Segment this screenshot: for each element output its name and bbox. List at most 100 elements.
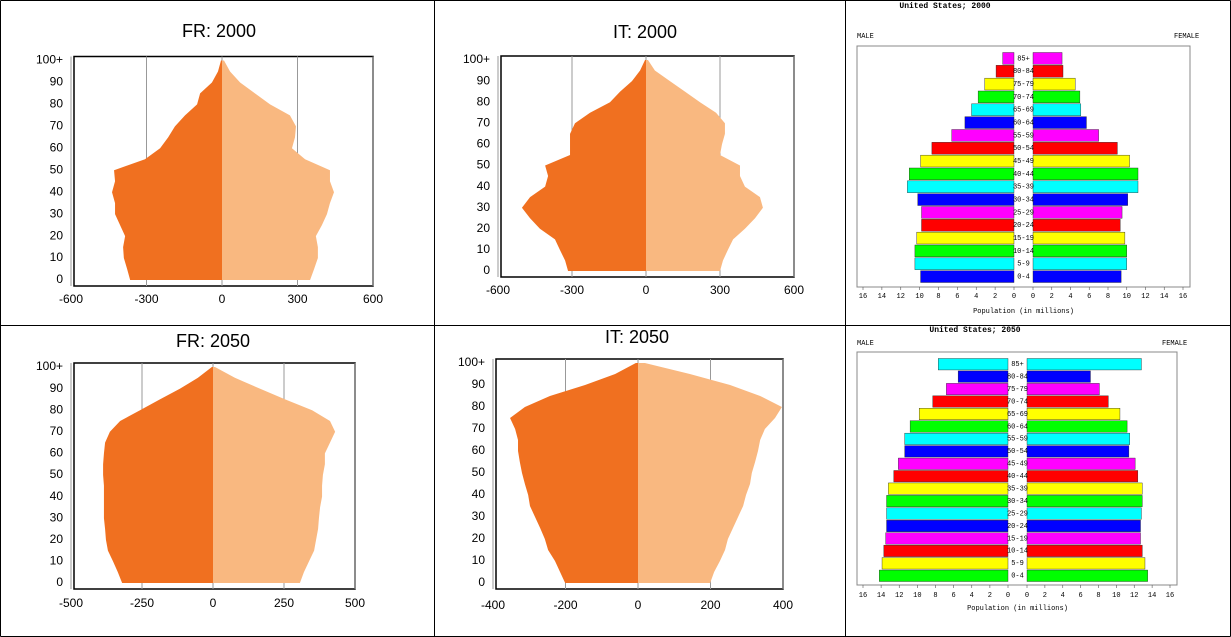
y-tick-label: 40	[472, 487, 486, 501]
bar-male	[938, 358, 1009, 371]
y-tick-label: 30	[472, 509, 486, 523]
x-tick-label: 0	[210, 596, 217, 610]
plot-frame	[856, 45, 1191, 288]
bar-male	[971, 103, 1015, 116]
bar-female	[1026, 532, 1141, 545]
bar-male	[921, 219, 1015, 232]
bar-male	[914, 244, 1015, 258]
age-label: 75-79	[1013, 81, 1034, 89]
x-tick-label: 10	[915, 293, 923, 301]
bar-male	[921, 206, 1015, 219]
x-tick-label: 0	[643, 283, 650, 297]
x-tick-label: 400	[773, 598, 793, 612]
y-tick-label: 20	[477, 221, 491, 235]
age-label: 10-14	[1007, 548, 1028, 556]
bar-male	[886, 520, 1009, 532]
bar-male	[883, 544, 1009, 557]
age-label: 45-49	[1007, 461, 1028, 469]
bar-male	[914, 257, 1015, 270]
y-tick-label: 90	[50, 75, 64, 89]
legend-male: MALE	[857, 33, 874, 41]
bar-male	[904, 432, 1009, 445]
x-tick-label: 14	[1160, 293, 1168, 301]
bar-male	[1002, 52, 1015, 65]
y-tick-label: 100+	[36, 359, 63, 373]
bar-female	[1032, 167, 1139, 181]
y-tick-label: 40	[50, 489, 64, 503]
y-tick-label: 0	[56, 575, 63, 589]
age-label: 5-9	[1017, 261, 1030, 269]
y-tick-label: 10	[50, 250, 64, 264]
bar-female	[1032, 270, 1122, 283]
bar-female	[1032, 244, 1127, 258]
x-tick-label: 16	[1179, 293, 1187, 301]
bar-female	[1032, 142, 1118, 155]
y-tick-label: 90	[50, 381, 64, 395]
bar-female	[1032, 77, 1076, 91]
bar-male	[888, 482, 1009, 495]
bar-female	[1026, 470, 1139, 483]
x-tick-label: 6	[1087, 293, 1091, 301]
x-tick-label: 2	[993, 293, 997, 301]
bar-male	[907, 180, 1015, 193]
x-tick-label: 6	[1079, 592, 1083, 600]
x-tick-label: -500	[59, 596, 83, 610]
y-tick-label: 90	[477, 73, 491, 87]
x-tick-label: 300	[710, 283, 730, 297]
age-label: 55-59	[1013, 132, 1034, 140]
bar-female	[1026, 457, 1136, 470]
x-tick-label: 8	[933, 592, 937, 600]
bar-male	[904, 445, 1009, 458]
bar-male	[886, 507, 1009, 520]
x-tick-label: 300	[287, 292, 307, 306]
bar-male	[946, 383, 1009, 396]
y-tick-label: 30	[50, 206, 64, 220]
legend-female: FEMALE	[1162, 340, 1187, 348]
y-tick-label: 90	[472, 377, 486, 391]
age-label: 60-64	[1013, 119, 1034, 127]
y-tick-label: 80	[50, 402, 64, 416]
bar-female	[1032, 206, 1123, 219]
pyramid-area	[213, 367, 336, 583]
age-label: 25-29	[1013, 209, 1034, 217]
pyramid-area	[103, 367, 213, 583]
y-tick-label: 80	[472, 399, 486, 413]
bar-female	[1032, 65, 1064, 78]
bar-female	[1026, 507, 1142, 520]
x-tick-label: 10	[913, 592, 921, 600]
x-tick-label: -400	[481, 598, 505, 612]
age-label: 25-29	[1007, 510, 1028, 518]
age-label: 70-74	[1013, 94, 1034, 102]
chart-title: United States; 2000	[899, 2, 990, 11]
age-label: 40-44	[1007, 473, 1028, 481]
age-label: 60-64	[1007, 423, 1028, 431]
x-tick-label: 16	[859, 293, 867, 301]
bar-female	[1032, 180, 1139, 193]
age-label: 85+	[1017, 55, 1030, 63]
y-tick-label: 0	[483, 263, 490, 277]
bar-female	[1032, 116, 1087, 129]
bar-female	[1032, 129, 1099, 142]
x-tick-label: -200	[553, 598, 577, 612]
x-tick-label: 250	[274, 596, 294, 610]
x-tick-label: 8	[1096, 592, 1100, 600]
x-tick-label: 0	[1025, 592, 1029, 600]
age-label: 80-84	[1007, 374, 1028, 382]
y-tick-label: 50	[477, 158, 491, 172]
age-label: 15-19	[1007, 535, 1028, 543]
y-tick-label: 70	[477, 115, 491, 129]
x-axis-label: Population (in millions)	[973, 308, 1074, 316]
y-tick-label: 100+	[36, 53, 63, 67]
age-label: 20-24	[1007, 523, 1028, 531]
pyramid-area	[510, 363, 638, 583]
bar-female	[1032, 90, 1081, 104]
y-tick-label: 70	[50, 119, 64, 133]
x-tick-label: -600	[486, 283, 510, 297]
x-tick-label: 4	[1061, 592, 1065, 600]
age-label: 35-39	[1007, 486, 1028, 494]
bar-female	[1032, 154, 1130, 168]
bar-female	[1032, 103, 1082, 116]
bar-female	[1032, 52, 1063, 65]
age-label: 40-44	[1013, 171, 1034, 179]
bar-female	[1026, 358, 1142, 371]
